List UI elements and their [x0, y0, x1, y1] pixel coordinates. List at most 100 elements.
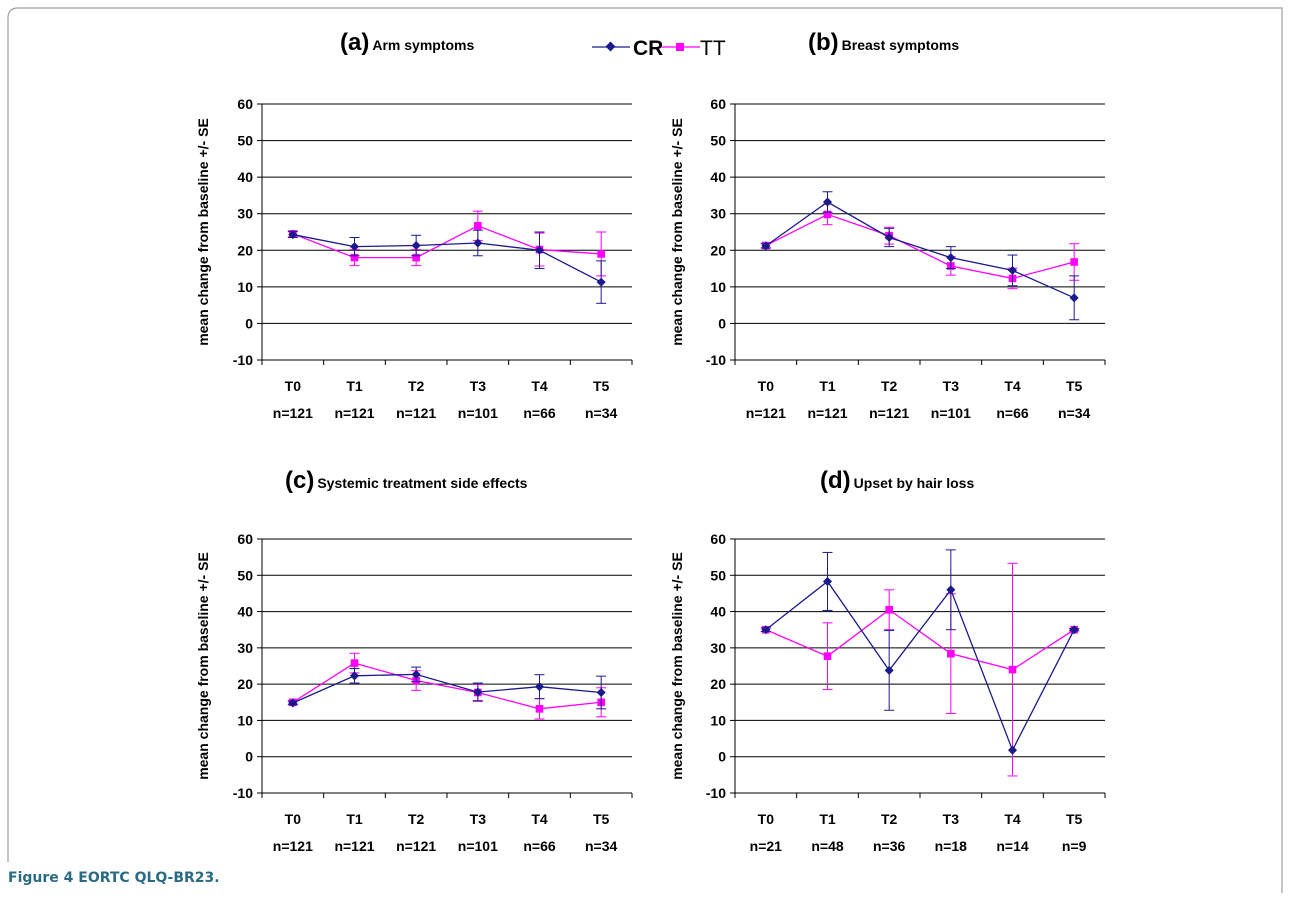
x-n-label: n=121 [396, 405, 436, 421]
x-tick-label: T0 [285, 811, 302, 827]
legend-tt-marker [676, 43, 684, 51]
y-tick-label: 50 [710, 133, 726, 149]
y-tick-label: 40 [237, 604, 253, 620]
x-n-label: n=18 [935, 838, 968, 854]
series-cr [287, 666, 607, 710]
series-line [765, 201, 1075, 299]
x-tick-label: T2 [408, 378, 425, 394]
y-tick-label: 60 [237, 96, 253, 112]
x-tick-label: T1 [819, 811, 836, 827]
x-tick-label: T0 [758, 378, 775, 394]
legend-cr-marker [605, 41, 616, 52]
data-point [822, 197, 833, 207]
x-n-label: n=121 [746, 405, 786, 421]
figure-caption: Figure 4 EORTC QLQ-BR23. [8, 870, 220, 886]
data-point [474, 221, 482, 230]
series-line [765, 213, 1075, 280]
legend: CR TT [592, 37, 726, 60]
data-point [947, 649, 955, 658]
x-tick-label: T1 [346, 811, 363, 827]
x-tick-label: T3 [470, 811, 487, 827]
y-tick-label: -10 [233, 352, 253, 368]
data-point [350, 659, 359, 667]
y-tick-label: 0 [245, 315, 253, 331]
figure-border [7, 7, 1283, 893]
series-tt [287, 652, 607, 720]
series-line [292, 233, 602, 283]
legend-tt-label: TT [700, 37, 726, 60]
chart-title-text: Arm symptoms [372, 37, 474, 53]
chart-panel-2: (b) Breast symptoms -10 0 10 20 30 40 50 60 T0 n=12… [669, 29, 1106, 421]
chart-panel-4: (d) Upset by hair loss -10 0 10 20 30 40 50 60 T0 n… [669, 467, 1106, 854]
x-tick-label: T4 [531, 378, 548, 394]
y-tick-label: 30 [237, 640, 253, 656]
series-line [292, 673, 602, 704]
x-n-label: n=34 [585, 838, 618, 854]
data-point [823, 652, 832, 661]
x-n-label: n=9 [1062, 838, 1087, 854]
y-tick-label: 20 [710, 242, 726, 258]
x-n-label: n=101 [931, 405, 971, 421]
x-n-label: n=66 [996, 405, 1029, 421]
y-tick-label: 20 [710, 676, 726, 692]
x-tick-label: T4 [1004, 378, 1021, 394]
x-n-label: n=121 [396, 838, 436, 854]
data-point [1070, 258, 1078, 266]
x-tick-label: T2 [881, 378, 898, 394]
x-n-label: n=21 [750, 838, 783, 854]
chart-panels: (a) Arm symptoms -10 0 10 20 30 40 50 60 T0 n=121 T1… [195, 29, 1106, 854]
series-line [765, 580, 1075, 752]
data-point [350, 253, 359, 262]
y-tick-label: 0 [718, 315, 726, 331]
chart-title: (c) Systemic treatment side effects [285, 467, 528, 494]
chart-panel-3: (c) Systemic treatment side effects -10 0 10… [195, 467, 633, 854]
x-tick-label: T2 [881, 811, 898, 827]
y-tick-label: 60 [710, 531, 726, 547]
y-tick-label: 30 [237, 206, 253, 222]
data-point [823, 210, 832, 219]
x-tick-label: T5 [593, 811, 610, 827]
series-tt [760, 203, 1080, 290]
y-tick-label: 50 [710, 567, 726, 583]
data-point [1007, 265, 1018, 275]
legend-cr-label: CR [633, 37, 663, 60]
data-point [946, 253, 956, 263]
data-point [597, 250, 605, 258]
data-point [535, 705, 544, 713]
x-tick-label: T1 [819, 378, 836, 394]
x-n-label: n=101 [458, 838, 498, 854]
y-axis-label: mean change from baseline +/- SE [669, 118, 685, 346]
x-n-label: n=121 [273, 405, 313, 421]
data-point [1069, 293, 1079, 303]
y-tick-label: 10 [710, 712, 726, 728]
x-n-label: n=101 [458, 405, 498, 421]
data-point [761, 625, 771, 635]
caption-title: EORTC QLQ-BR23. [78, 870, 220, 886]
x-n-label: n=36 [873, 838, 906, 854]
data-point [884, 665, 894, 675]
chart-title: (d) Upset by hair loss [820, 467, 974, 494]
y-tick-label: 50 [237, 133, 253, 149]
x-tick-label: T5 [1066, 811, 1083, 827]
x-n-label: n=66 [523, 405, 556, 421]
y-axis-label: mean change from baseline +/- SE [669, 552, 685, 780]
chart-title: (a) Arm symptoms [340, 29, 474, 56]
x-tick-label: T4 [531, 811, 548, 827]
y-tick-label: 0 [718, 749, 726, 765]
y-tick-label: 30 [710, 640, 726, 656]
x-tick-label: T0 [758, 811, 775, 827]
series-line [292, 662, 602, 710]
x-tick-label: T5 [593, 378, 610, 394]
y-tick-label: 20 [237, 242, 253, 258]
y-tick-label: 60 [710, 96, 726, 112]
y-tick-label: 50 [237, 567, 253, 583]
y-tick-label: 10 [710, 279, 726, 295]
x-n-label: n=34 [585, 405, 618, 421]
x-tick-label: T3 [943, 811, 960, 827]
data-point [761, 241, 771, 251]
data-point [473, 687, 483, 697]
series-line [292, 225, 602, 259]
y-tick-label: 30 [710, 206, 726, 222]
y-tick-label: 10 [237, 712, 253, 728]
